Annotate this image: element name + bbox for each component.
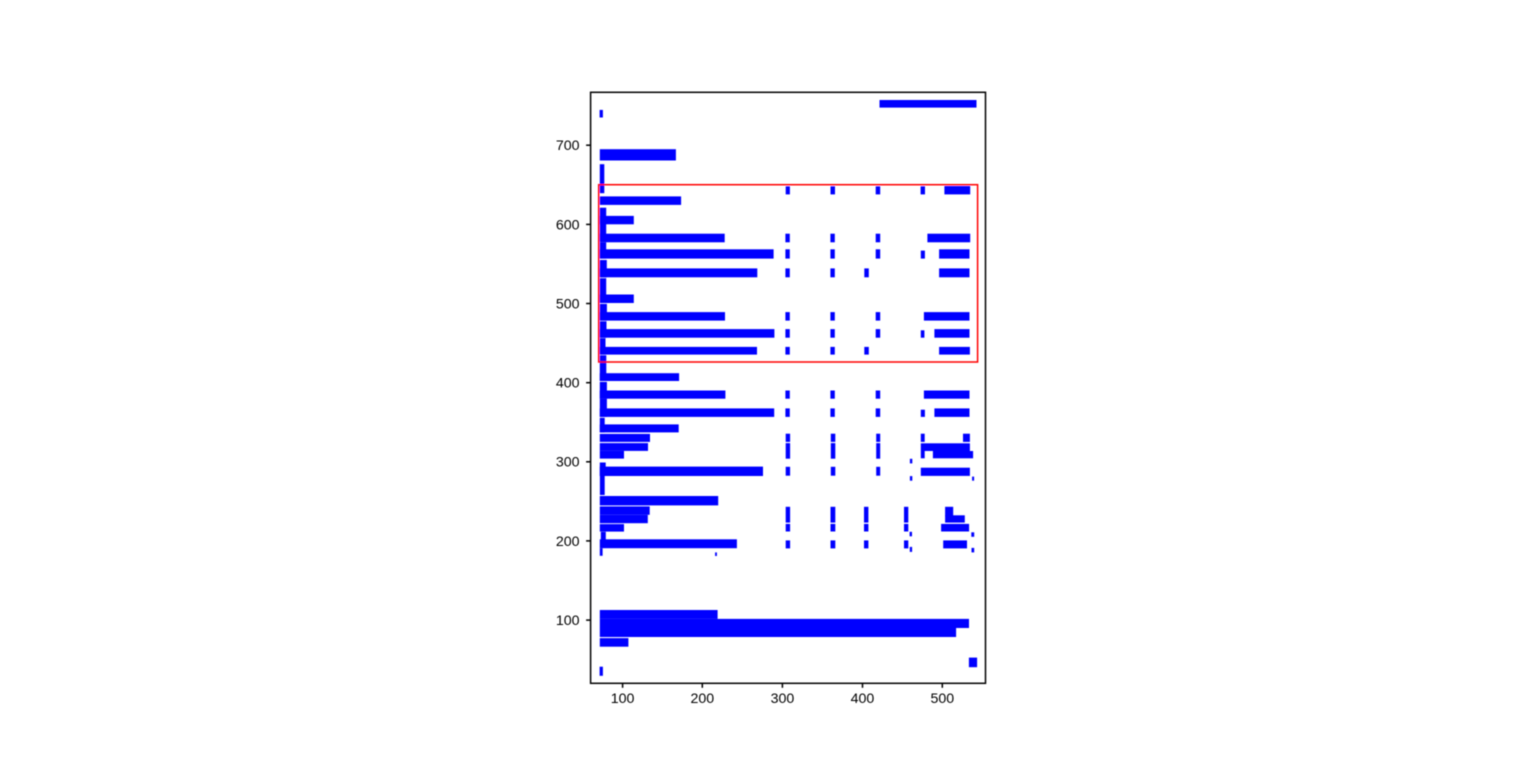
svg-text:100: 100	[611, 691, 635, 707]
svg-text:400: 400	[851, 691, 875, 707]
svg-text:100: 100	[556, 613, 580, 629]
svg-text:200: 200	[556, 534, 580, 550]
svg-text:200: 200	[690, 691, 714, 707]
svg-text:400: 400	[556, 376, 580, 392]
svg-text:600: 600	[556, 217, 580, 233]
svg-text:500: 500	[930, 691, 954, 707]
svg-text:300: 300	[771, 691, 795, 707]
svg-text:700: 700	[556, 138, 580, 154]
svg-text:300: 300	[556, 455, 580, 471]
svg-text:500: 500	[556, 296, 580, 312]
